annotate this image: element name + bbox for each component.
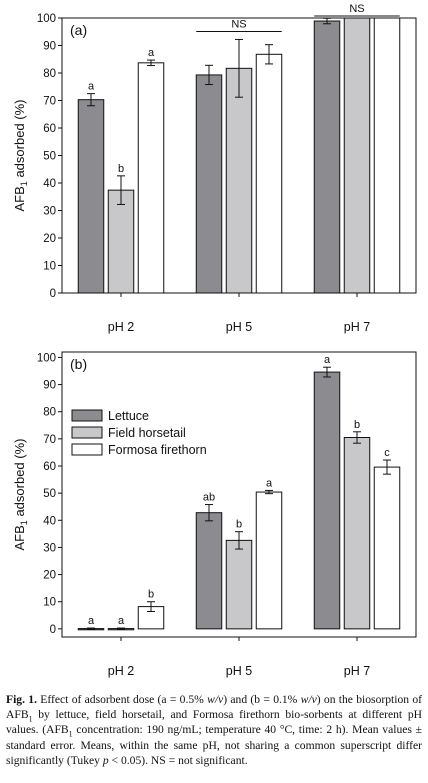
panel-a-bar xyxy=(77,99,105,294)
panel-a-category-label: pH 7 xyxy=(344,320,370,334)
panel-b-bar xyxy=(255,491,283,630)
panel-a-bar xyxy=(343,17,371,294)
panel-a-category-label: pH 5 xyxy=(226,320,252,334)
panel-b-legend-swatch xyxy=(71,443,103,456)
panel-b-significance-letter: b xyxy=(148,589,154,601)
caption-label: Fig. 1. xyxy=(6,693,37,706)
caption-unit-2: w/v xyxy=(300,693,317,706)
panel-b-bar xyxy=(343,437,371,630)
panel-b-significance-letter: c xyxy=(384,447,390,459)
panel-a-ns-label: NS xyxy=(231,18,246,30)
caption-unit-1: w/v xyxy=(207,693,224,706)
caption-text-2: ) and (b = 0.1% xyxy=(223,693,301,706)
panel-a-y-tick-label: 30 xyxy=(43,206,56,218)
panel-a-bar xyxy=(107,189,135,294)
panel-b-legend-label: Field horsetail xyxy=(108,426,186,440)
panel-a-y-tick-label: 90 xyxy=(43,41,56,53)
panel-a-y-tick-label: 70 xyxy=(43,96,56,108)
panel-b-significance-letter: b xyxy=(354,419,360,431)
panel-b-category-label: pH 2 xyxy=(108,664,134,678)
panel-a-y-tick-label: 20 xyxy=(43,233,56,245)
panel-b-bar xyxy=(195,512,223,630)
caption-text-4: by lettuce, field horsetail, and Formosa… xyxy=(6,708,422,737)
caption-text-3: ) on the biosorption of AFB xyxy=(6,693,423,722)
panel-a-y-axis-label: AFB1 adsorbed (%) xyxy=(12,100,29,212)
chart-panel-b: 0 10 20 30 40 50 60 70 80 90 100 AFB1 adsorbed (%) (… xyxy=(12,351,417,678)
panel-a-y-tick-label: 40 xyxy=(43,178,56,190)
panel-b-significance-letter: ab xyxy=(203,492,215,504)
caption-text-5: concentration: 190 ng/mL; temperature 40… xyxy=(6,723,422,767)
panel-b-y-tick-label: 70 xyxy=(43,434,56,446)
panel-b-y-tick-label: 100 xyxy=(37,352,56,364)
panel-b-y-tick-label: 10 xyxy=(43,597,56,609)
panel-b-y-tick-label: 20 xyxy=(43,570,56,582)
panel-b-panel-label: (b) xyxy=(70,356,87,372)
panel-b-legend-label: Formosa firethorn xyxy=(108,443,207,457)
panel-a-bar xyxy=(255,53,283,294)
panel-a-category-label: pH 2 xyxy=(108,320,134,334)
panel-b-category-label: pH 7 xyxy=(344,664,370,678)
panel-b-significance-letter: a xyxy=(324,354,331,366)
panel-a-significance-letter: b xyxy=(118,163,124,175)
panel-b-legend-label: Lettuce xyxy=(108,409,149,423)
panel-b-y-tick-label: 80 xyxy=(43,407,56,419)
caption-text-6: < 0.05). NS = not significant. xyxy=(108,753,248,767)
panel-b-y-tick-label: 40 xyxy=(43,515,56,527)
panel-a-y-tick-label: 0 xyxy=(50,288,56,300)
panel-b-significance-letter: b xyxy=(236,519,242,531)
panel-b-significance-letter: a xyxy=(266,477,273,489)
panel-a-ns-label: NS xyxy=(349,3,364,15)
panel-a-significance-letter: a xyxy=(88,81,95,93)
panel-b-category-label: pH 5 xyxy=(226,664,252,678)
panel-b-y-tick-label: 50 xyxy=(43,488,56,500)
panel-b-y-tick-label: 30 xyxy=(43,542,56,554)
panel-a-y-tick-label: 100 xyxy=(37,13,56,25)
panel-b-significance-letter: a xyxy=(118,615,125,627)
panel-a-y-tick-label: 10 xyxy=(43,261,56,273)
panel-b-legend-swatch xyxy=(71,426,103,439)
panel-b-bar xyxy=(313,371,341,630)
panel-a-bar xyxy=(373,17,401,294)
caption-text-1: Effect of adsorbent dose (a = 0.5% xyxy=(37,693,208,706)
panel-b-legend-swatch xyxy=(71,409,103,422)
panel-b-bar xyxy=(373,466,401,630)
panel-a-significance-letter: a xyxy=(148,47,155,59)
figure-caption: Fig. 1. Effect of adsorbent dose (a = 0.… xyxy=(6,692,422,768)
caption-subscript-2: 1 xyxy=(68,729,73,739)
panel-b-y-tick-label: 60 xyxy=(43,461,56,473)
panel-b-y-tick-label: 0 xyxy=(50,624,56,636)
panel-a-y-tick-label: 80 xyxy=(43,68,56,80)
panel-a-bar xyxy=(137,62,165,294)
panel-b-y-axis-label: AFB1 adsorbed (%) xyxy=(12,439,29,551)
panel-b-y-tick-label: 90 xyxy=(43,380,56,392)
panel-b-bar xyxy=(225,539,253,630)
caption-p-symbol: p xyxy=(102,753,109,767)
caption-subscript-1: 1 xyxy=(28,714,33,724)
panel-a-bar xyxy=(225,67,253,294)
panel-a-y-tick-label: 60 xyxy=(43,123,56,135)
chart-panel-a: 0 10 20 30 40 50 60 70 80 90 100 AFB1 adsorbed (%) (… xyxy=(12,3,417,334)
panel-a-bar xyxy=(313,20,341,294)
panel-b-significance-letter: a xyxy=(88,615,95,627)
panel-a-bar xyxy=(195,74,223,294)
panel-a-y-tick-label: 50 xyxy=(43,151,56,163)
panel-a-panel-label: (a) xyxy=(70,22,87,38)
